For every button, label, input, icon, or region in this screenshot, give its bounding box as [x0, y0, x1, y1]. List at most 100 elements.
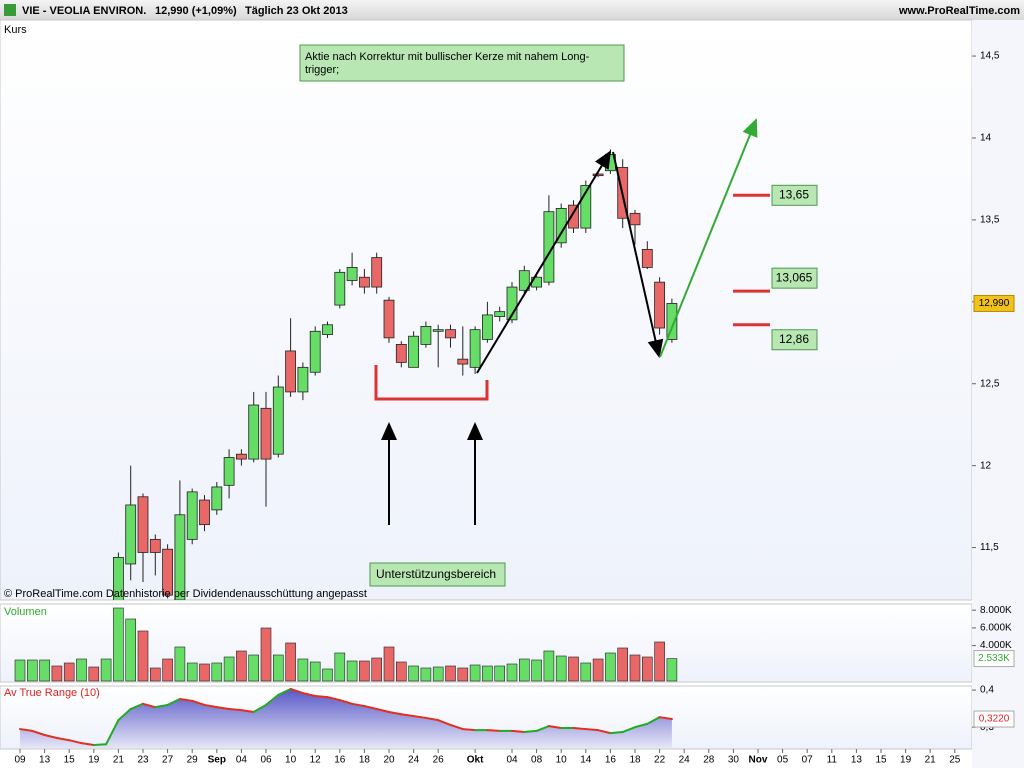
atr-segment	[31, 729, 46, 737]
x-tick-label: Sep	[208, 755, 226, 766]
volume-bar	[346, 660, 358, 682]
candle-body	[211, 486, 223, 511]
atr-segment	[92, 743, 108, 747]
level-box	[771, 184, 818, 206]
atr-segment	[375, 708, 390, 713]
candle-body	[297, 366, 309, 393]
candle-body	[592, 173, 604, 177]
x-tick-label: 30	[728, 755, 740, 766]
atr-segment	[535, 725, 550, 732]
atr-segment	[523, 729, 538, 734]
volume-title: Volumen	[4, 606, 47, 618]
volume-bar	[26, 659, 38, 682]
atr-title: Av True Range (10)	[4, 687, 100, 699]
volume-bar	[420, 667, 432, 682]
volume-bar	[445, 665, 456, 682]
candle-body	[186, 491, 198, 540]
volume-bar	[395, 661, 407, 682]
atr-segment	[240, 709, 255, 713]
atr-segment	[351, 702, 366, 708]
volume-bar	[51, 665, 63, 682]
last-value: 12,990	[979, 298, 1010, 309]
candle-body	[223, 457, 235, 486]
volume-bar	[383, 646, 395, 682]
candle-body	[260, 407, 272, 460]
y-tick-label: 8.000K	[980, 605, 1012, 616]
x-tick-label: 19	[88, 755, 100, 766]
arrow	[659, 118, 758, 358]
volume-bar	[592, 658, 604, 682]
atr-segment	[658, 716, 673, 721]
x-tick-label: 15	[64, 755, 76, 766]
candle-body	[408, 335, 420, 368]
atr-segment	[412, 715, 427, 719]
x-tick-label: 04	[506, 755, 518, 766]
atr-segment	[584, 728, 600, 732]
y-tick-label: 12	[980, 460, 992, 471]
candle-body	[445, 329, 456, 339]
candles	[113, 149, 678, 600]
x-tick-label: 12	[310, 755, 322, 766]
annotation-box	[369, 562, 506, 587]
header-bar	[0, 0, 1024, 20]
x-tick-label: 19	[900, 755, 912, 766]
volume-bar	[186, 662, 198, 682]
candle-body	[420, 325, 432, 345]
x-tick-label: 18	[629, 755, 641, 766]
candle-body	[629, 212, 641, 226]
period: Täglich 23 Okt 2013	[245, 5, 348, 17]
x-tick-label: 21	[925, 755, 937, 766]
x-tick-label: 22	[654, 755, 666, 766]
atr-segment	[117, 708, 132, 722]
volume-bar	[199, 663, 210, 682]
atr-segment	[621, 726, 636, 734]
candle-body	[518, 270, 530, 291]
atr-segment	[289, 687, 304, 695]
atr-segment	[609, 731, 624, 735]
candle-body	[654, 281, 665, 329]
candle-body	[162, 548, 174, 596]
volume-bar	[605, 652, 616, 682]
atr-segment	[55, 736, 71, 742]
volume-bar	[322, 668, 333, 682]
y-tick-label: 13,5	[980, 215, 1000, 226]
atr-segment	[228, 708, 243, 712]
atr-segment	[424, 716, 440, 722]
candle-body	[641, 248, 653, 268]
x-tick-label: 08	[531, 755, 543, 766]
y-tick-label: 12,5	[980, 378, 1000, 389]
arrow	[612, 151, 664, 358]
annotation: trigger;	[305, 64, 339, 76]
volume-bar	[469, 664, 481, 682]
candle-body	[149, 538, 161, 553]
volume-bar	[543, 650, 555, 682]
last-value-box	[973, 294, 1015, 312]
atr-segment	[68, 739, 83, 745]
marks: 11,5 12 12,5 13 13,5 14 14,5 4.000K 6.000K 8.000K…	[14, 51, 1015, 766]
x-tick-label: 20	[383, 755, 395, 766]
volume-bar	[371, 657, 383, 682]
axis-strip	[972, 20, 1024, 768]
x-tick-label: 16	[334, 755, 346, 766]
candle-body	[137, 496, 149, 553]
candle-body	[469, 329, 481, 368]
x-tick-label: 28	[703, 755, 715, 766]
x-tick-label: 09	[14, 755, 26, 766]
y-tick-label: 14,5	[980, 51, 1000, 62]
atr-segment	[154, 703, 169, 709]
atr-segment	[191, 699, 206, 706]
x-tick-label: 25	[949, 755, 961, 766]
atr-segment	[215, 706, 231, 711]
volume-bar	[63, 662, 75, 682]
candle-body	[568, 204, 579, 229]
x-tick-label: 14	[580, 755, 592, 766]
volume-bar	[260, 627, 272, 682]
x-tick-label: 27	[162, 755, 174, 766]
atr-area	[20, 688, 672, 748]
price-panel	[0, 19, 973, 601]
atr-segment	[252, 703, 267, 713]
atr-segment	[388, 710, 403, 716]
site: www.ProRealTime.com	[898, 5, 1020, 17]
volume-bar	[580, 662, 592, 682]
candle-body	[309, 330, 321, 373]
